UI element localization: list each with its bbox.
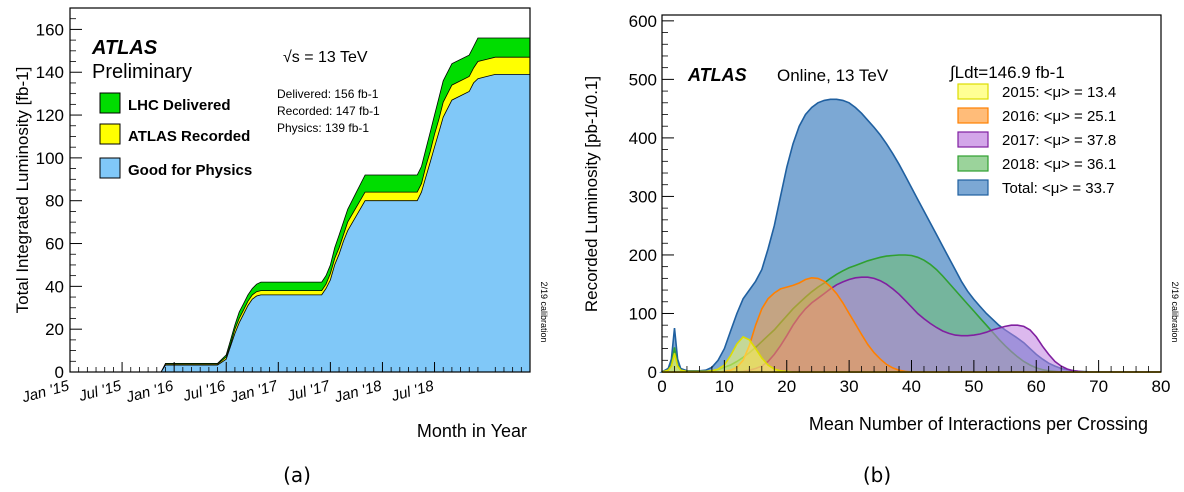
y-tick-label-a-8: 160 xyxy=(36,20,64,39)
y-tick-label-a-2: 40 xyxy=(45,277,64,296)
legend-swatch-b-3 xyxy=(957,131,989,148)
panel-a-caption: (a) xyxy=(283,463,311,487)
x-tick-label-b-5: 50 xyxy=(964,377,983,396)
x-tick-label-b-7: 70 xyxy=(1089,377,1108,396)
total-physics: Physics: 139 fb-1 xyxy=(277,121,369,135)
x-tick-label-b-0: 0 xyxy=(657,377,666,396)
x-tick-label-a-4: Jan '17 xyxy=(228,377,280,406)
legend-label-b-5: Total: <μ> = 33.7 xyxy=(1002,180,1114,197)
y-tick-label-a-7: 140 xyxy=(36,63,64,82)
x-tick-label-b-2: 20 xyxy=(777,377,796,396)
y-tick-label-b-1: 100 xyxy=(629,304,657,323)
legend-label-b-1: 2015: <μ> = 13.4 xyxy=(1002,84,1116,101)
total-recorded: Recorded: 147 fb-1 xyxy=(277,104,380,118)
y-tick-label-a-3: 60 xyxy=(45,235,64,254)
y-tick-label-a-6: 120 xyxy=(36,106,64,125)
x-tick-label-b-6: 60 xyxy=(1027,377,1046,396)
panel-a-status: Preliminary xyxy=(92,61,192,83)
panel-b-legend: 2015: <μ> = 13.4 2016: <μ> = 25.1 2017: <μ… xyxy=(957,83,1116,197)
panel-a-totals: Delivered: 156 fb-1 Recorded: 147 fb-1 P… xyxy=(277,87,380,135)
y-tick-label-b-2: 200 xyxy=(629,246,657,265)
legend-label-recorded: ATLAS Recorded xyxy=(128,128,250,145)
panel-b-plot-area xyxy=(658,98,1161,373)
x-tick-label-a-7: Jul '18 xyxy=(389,377,436,405)
panel-b-y-axis-label: Recorded Luminosity [pb-1/0.1] xyxy=(582,76,601,312)
x-tick-label-a-0: Jan '15 xyxy=(19,377,71,406)
x-tick-label-a-6: Jan '18 xyxy=(332,377,384,406)
legend-swatch-b-1 xyxy=(957,83,989,100)
panel-a-legend: LHC Delivered ATLAS Recorded Good for Ph… xyxy=(99,92,252,179)
y-tick-label-a-1: 20 xyxy=(45,320,64,339)
x-tick-label-b-8: 80 xyxy=(1152,377,1171,396)
legend-label-b-3: 2017: <μ> = 37.8 xyxy=(1002,132,1116,149)
legend-swatch-delivered xyxy=(99,92,121,114)
y-tick-label-a-5: 100 xyxy=(36,149,64,168)
panel-b-lumi: ∫Ldt=146.9 fb-1 xyxy=(949,63,1065,82)
legend-label-b-4: 2018: <μ> = 36.1 xyxy=(1002,156,1116,173)
x-tick-label-a-1: Jul '15 xyxy=(76,377,123,405)
x-tick-label-b-3: 30 xyxy=(840,377,859,396)
x-tick-label-a-5: Jul '17 xyxy=(285,377,332,405)
legend-label-b-2: 2016: <μ> = 25.1 xyxy=(1002,108,1116,125)
legend-swatch-physics xyxy=(99,157,121,179)
x-tick-label-a-2: Jan '16 xyxy=(124,377,176,406)
legend-label-delivered: LHC Delivered xyxy=(128,97,231,114)
panel-a-y-axis-label: Total Integrated Luminosity [fb-1] xyxy=(13,67,32,314)
area-series-3 xyxy=(70,74,531,373)
panel-b: 0 100 200 300 400 500 600 0 10 20 30 40 50 60 70 80 ATL… xyxy=(582,12,1180,487)
legend-swatch-b-2 xyxy=(957,107,989,124)
legend-label-physics: Good for Physics xyxy=(128,162,252,179)
y-tick-label-b-5: 500 xyxy=(629,70,657,89)
panel-b-experiment: ATLAS xyxy=(687,65,747,85)
x-tick-label-a-3: Jul '16 xyxy=(180,377,227,405)
x-tick-label-b-1: 10 xyxy=(715,377,734,396)
y-tick-label-a-4: 80 xyxy=(45,192,64,211)
legend-swatch-b-5 xyxy=(957,179,989,196)
panel-a-x-axis-label: Month in Year xyxy=(417,421,527,441)
legend-swatch-b-4 xyxy=(957,155,989,172)
panel-b-status: Online, 13 TeV xyxy=(777,66,889,85)
panel-a-experiment: ATLAS xyxy=(91,37,158,59)
total-delivered: Delivered: 156 fb-1 xyxy=(277,87,379,101)
panel-a-plot-area xyxy=(70,37,531,373)
panel-b-axes: 0 100 200 300 400 500 600 0 10 20 30 40 50 60 70 80 xyxy=(629,12,1171,396)
panel-a-energy: √s = 13 TeV xyxy=(283,49,368,66)
panel-b-caption: (b) xyxy=(863,463,891,487)
y-tick-label-b-3: 300 xyxy=(629,187,657,206)
y-tick-label-b-4: 400 xyxy=(629,129,657,148)
x-tick-label-b-4: 40 xyxy=(902,377,921,396)
panel-a-side-note: 2/19 calibration xyxy=(539,281,549,342)
panel-b-side-note: 2/19 calibration xyxy=(1170,281,1180,342)
y-tick-label-b-0: 0 xyxy=(648,363,657,382)
panel-b-x-axis-label: Mean Number of Interactions per Crossing xyxy=(809,414,1148,434)
y-tick-label-b-6: 600 xyxy=(629,12,657,31)
legend-swatch-recorded xyxy=(99,123,121,145)
y-tick-label-a-0: 0 xyxy=(55,363,64,382)
